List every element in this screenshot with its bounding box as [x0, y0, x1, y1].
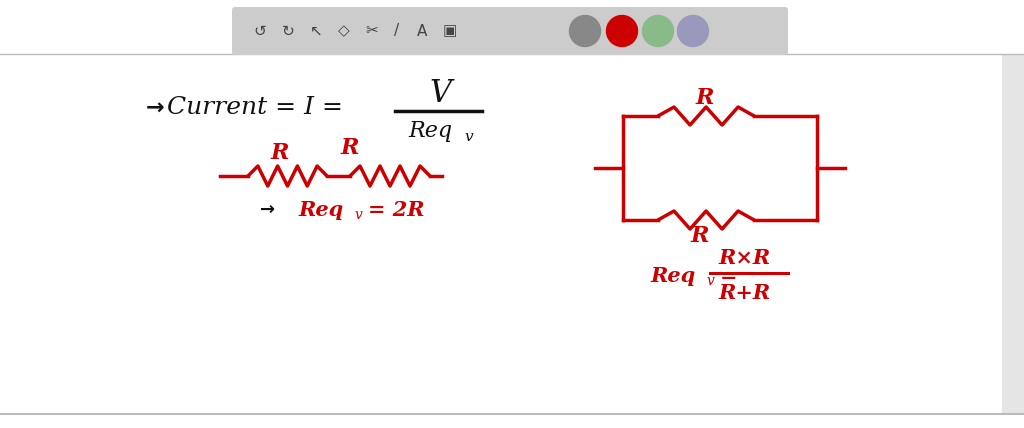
Text: ↺: ↺ [254, 24, 266, 39]
Text: ↻: ↻ [282, 24, 294, 39]
Text: V: V [429, 77, 451, 109]
FancyBboxPatch shape [232, 7, 788, 55]
Text: ◇: ◇ [338, 24, 350, 39]
Text: R: R [341, 137, 359, 159]
Text: /: / [394, 24, 399, 39]
Text: v: v [354, 208, 361, 222]
Text: R: R [691, 225, 710, 247]
Circle shape [569, 15, 600, 47]
Text: →: → [145, 98, 164, 118]
Text: Req: Req [298, 200, 343, 220]
Text: ↖: ↖ [309, 24, 323, 39]
Text: R: R [695, 87, 715, 109]
Text: A: A [417, 24, 427, 39]
Text: = 2R: = 2R [368, 200, 425, 220]
Circle shape [642, 15, 674, 47]
Circle shape [606, 15, 638, 47]
Text: Current = I =: Current = I = [167, 96, 343, 119]
Text: v: v [464, 130, 473, 144]
Text: Req: Req [408, 120, 453, 142]
Text: ▣: ▣ [442, 24, 457, 39]
Text: ✂: ✂ [366, 24, 379, 39]
Text: Req: Req [650, 266, 695, 286]
Text: v: v [706, 274, 714, 288]
Text: R: R [270, 142, 289, 164]
Circle shape [678, 15, 709, 47]
Bar [1002, 54, 1024, 414]
Text: =: = [720, 266, 737, 286]
Text: →: → [260, 201, 275, 219]
Text: R×R: R×R [719, 248, 771, 268]
Text: R+R: R+R [719, 283, 771, 303]
